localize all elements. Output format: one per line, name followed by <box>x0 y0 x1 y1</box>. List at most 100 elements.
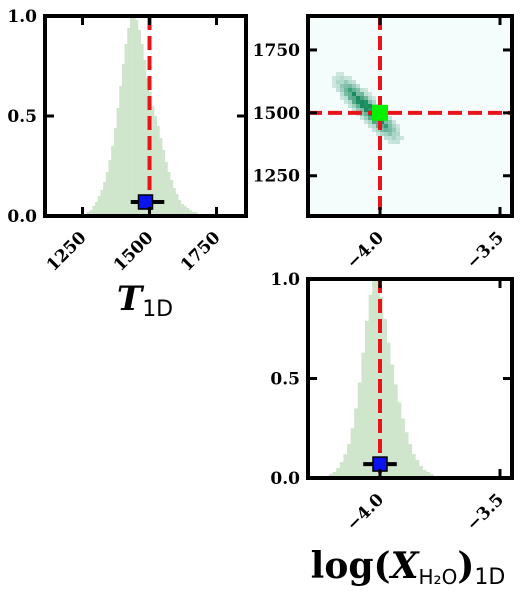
hist-bar <box>186 208 190 216</box>
hist-bar <box>408 444 413 478</box>
heatmap-cell <box>392 132 396 136</box>
p1-xtick-label: 1250 <box>43 228 91 276</box>
heatmap-cell <box>396 136 400 140</box>
heatmap-cell <box>364 116 368 120</box>
p1-xtick-label: 1500 <box>110 228 158 276</box>
p3-ytick-label: 0.5 <box>270 370 300 390</box>
heatmap-cell <box>332 76 336 80</box>
heatmap-cell <box>336 80 340 84</box>
heatmap-cell <box>344 100 348 104</box>
p2-ytick-label: 1500 <box>253 104 300 124</box>
heatmap-cell <box>380 132 384 136</box>
hist-bar <box>411 454 416 478</box>
hist-bar <box>170 180 174 216</box>
hist-bar <box>386 342 391 478</box>
hist-bar <box>108 160 112 216</box>
heatmap-cell <box>340 76 344 80</box>
heatmap-cell <box>340 84 344 88</box>
p3-xtick-label: −4.0 <box>343 490 388 535</box>
hist-bar <box>97 196 101 216</box>
hist-bar <box>119 86 123 216</box>
p2-frame <box>306 14 514 218</box>
heatmap-cell <box>384 132 388 136</box>
heatmap-cell <box>360 100 364 104</box>
heatmap-cell <box>348 100 352 104</box>
hist-bar <box>100 190 104 216</box>
heatmap-cell <box>340 92 344 96</box>
heatmap-cell <box>348 92 352 96</box>
heatmap-cell <box>356 108 360 112</box>
heatmap-cell <box>384 128 388 132</box>
heatmap-cell <box>364 104 368 108</box>
hist-bar <box>154 116 158 216</box>
hist-bar <box>354 408 359 478</box>
heatmap-cell <box>344 80 348 84</box>
heatmap-cell <box>360 104 364 108</box>
hist-bar <box>183 206 187 216</box>
hist-bar <box>113 128 117 216</box>
heatmap-cell <box>368 92 372 96</box>
p1-frame <box>43 14 248 218</box>
hist-bar <box>111 146 115 216</box>
hist-bar <box>175 194 179 216</box>
p2-ytick-label: 1250 <box>253 167 300 187</box>
heatmap-cell <box>340 72 344 76</box>
heatmap-cell <box>388 128 392 132</box>
hist-bar <box>368 294 373 478</box>
heatmap-cell <box>372 96 376 100</box>
p3-ytick-label: 0.0 <box>270 469 300 489</box>
heatmap-cell <box>388 120 392 124</box>
hist-bar <box>162 150 166 216</box>
p2-xtick-label: −3.5 <box>463 228 508 273</box>
heatmap-cell <box>344 84 348 88</box>
heatmap-cell <box>336 72 340 76</box>
heatmap-cell <box>392 120 396 124</box>
heatmap-cell <box>360 96 364 100</box>
hist-bar <box>105 172 109 216</box>
heatmap-cell <box>372 120 376 124</box>
hist-bar <box>332 472 337 478</box>
heatmap-cell <box>352 108 356 112</box>
heatmap-cell <box>396 128 400 132</box>
hist-bar <box>390 364 395 478</box>
p1-xtick-label: 1750 <box>177 228 225 276</box>
heatmap-cell <box>352 96 356 100</box>
heatmap-cell <box>392 136 396 140</box>
hist-bar <box>127 28 131 216</box>
p3-ytick-label: 1.0 <box>270 270 300 290</box>
panel-joint-heatmap: −4.0 −3.5 1250 1500 1750 <box>253 14 514 273</box>
heatmap-cell <box>336 84 340 88</box>
hist-bar <box>401 418 405 478</box>
posterior-marker <box>372 456 388 472</box>
heatmap-cell <box>376 132 380 136</box>
panel-marginal-logX: −4.0 −3.5 0.0 0.5 1.0 <box>270 270 514 535</box>
hist-bar <box>135 20 139 216</box>
heatmap-cell <box>372 124 376 128</box>
hist-bar <box>92 206 96 216</box>
heatmap-cell <box>340 96 344 100</box>
heatmap-cell <box>356 100 360 104</box>
heatmap-cell <box>340 80 344 84</box>
posterior-marker <box>137 194 154 210</box>
heatmap-cell <box>336 88 340 92</box>
p1-ytick-label: 0.0 <box>7 207 37 227</box>
hist-bar <box>415 460 420 478</box>
hist-bar <box>137 30 141 216</box>
heatmap-cell <box>396 124 400 128</box>
hist-bar <box>180 204 184 216</box>
hist-bar <box>365 320 369 478</box>
hist-bar <box>129 18 133 216</box>
heatmap-cell <box>356 96 360 100</box>
p2-ytick-label: 1750 <box>253 41 300 61</box>
heatmap-cell <box>356 84 360 88</box>
heatmap-cell <box>348 84 352 88</box>
heatmap-cell <box>368 120 372 124</box>
heatmap-cell <box>392 140 396 144</box>
hist-bar <box>383 318 387 478</box>
heatmap-cell <box>396 140 400 144</box>
heatmap-cell <box>352 92 356 96</box>
heatmap-cell <box>388 140 392 144</box>
p3-xtick-label: −3.5 <box>463 490 508 535</box>
hist-bar <box>188 210 192 216</box>
hist-bar <box>372 279 377 478</box>
